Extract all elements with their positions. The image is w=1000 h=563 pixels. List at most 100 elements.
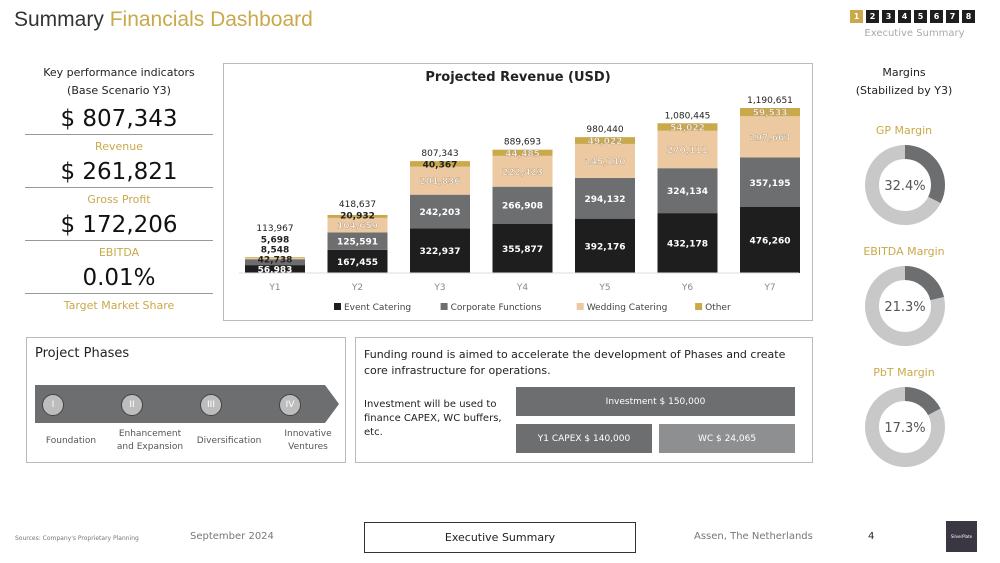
footer-location: Assen, The Netherlands [694,531,813,542]
margin-donut: 32.4% [865,145,945,225]
logo-text: SilverPlate [950,534,973,539]
bar-value-label: 245,110 [585,157,626,167]
margin-value: 21.3% [884,300,925,315]
project-phases-panel: Project Phases I Foundation II Enhancement … [26,337,346,463]
bar-total-label: 1,080,445 [665,111,711,121]
bar-total-label: 807,343 [421,149,458,159]
bar-value-label: 355,877 [502,245,543,255]
bar-stack-Y3: 322,937 242,203 201,836 40,367 [410,160,470,273]
legend-label: Other [705,303,731,313]
title-part2: Financials Dashboard [109,8,313,31]
legend-item: Corporate Functions [440,303,542,313]
bar-value-label: 432,178 [667,240,708,250]
bar-value-label: 392,176 [585,242,626,252]
legend-item: Other [695,303,731,313]
margin-value: 32.4% [884,179,925,194]
kpi-value: $ 261,821 [25,159,213,188]
margin-donut-fill [865,266,945,346]
kpi-label: Revenue [95,140,143,153]
bar-total-label: 418,637 [339,200,376,210]
bar-value-label: 125,591 [337,238,378,248]
nav-page-1[interactable]: 1 [850,10,863,23]
x-tick-label: Y6 [681,283,693,293]
phase-label: Innovative Ventures [284,429,332,452]
bar-value-label: 242,203 [420,208,461,218]
investment-box: Investment $ 150,000 [516,387,795,416]
bar-value-label: 297,663 [750,133,791,143]
bar-value-label: 322,937 [420,247,461,257]
x-tick-label: Y2 [351,283,363,293]
bar-segment [740,157,800,208]
bar-segment [410,194,470,229]
page-number: 4 [868,531,875,542]
nav-page-4[interactable]: 4 [898,10,911,23]
bar-segment [492,223,553,273]
margin-value: 17.3% [884,421,925,436]
nav-page-5[interactable]: 5 [914,10,927,23]
bar-value-label: 49,022 [588,137,623,147]
bar-value-label: 44,485 [505,149,540,159]
bar-segment [245,257,305,260]
bar-segment [575,177,635,219]
chart-title: Projected Revenue (USD) [425,70,611,85]
bar-value-label: 357,195 [750,179,791,189]
capex-box: Y1 CAPEX $ 140,000 [516,424,652,453]
bar-value-label: 20,932 [340,212,375,222]
bar-stack-Y5: 392,176 294,132 245,110 49,022 [575,137,635,273]
bar-value-label: 476,260 [750,237,791,247]
legend-label: Event Catering [344,303,411,313]
bar-value-label: 266,908 [502,202,543,212]
margins-panel: Margins (Stabilized by Y3) [840,64,968,100]
nav-page-6[interactable]: 6 [930,10,943,23]
bar-value-label: 222,423 [502,168,543,178]
margin-label: EBITDA Margin [863,245,945,258]
phase-marker: I [42,394,64,416]
nav-page-7[interactable]: 7 [946,10,959,23]
bar-value-label: 294,132 [585,195,626,205]
bar-value-label: 59,533 [753,109,788,119]
bar-segment [410,228,470,273]
nav-page-2[interactable]: 2 [866,10,879,23]
legend-item: Event Catering [334,303,411,313]
kpi-value: 0.01% [25,265,213,294]
funding-text: Funding round is aimed to accelerate the… [364,348,786,377]
kpi-label: EBITDA [98,246,140,259]
footer-section-button[interactable]: Executive Summary [364,522,636,553]
bar-segment [575,143,635,178]
bar-segment [492,149,553,156]
x-tick-label: Y4 [516,283,528,293]
legend-item: Wedding Catering [576,303,667,313]
bar-segment [575,218,635,273]
bar-value-label: 54,022 [670,124,705,134]
bar-segment [575,137,635,144]
revenue-chart: Projected Revenue (USD) 56,983 42,738 8,54… [223,63,813,321]
kpi-heading: Key performance indicators [43,66,195,79]
bar-segment [492,155,553,187]
bar-segment [740,108,800,117]
bar-value-label: 56,983 [258,266,293,276]
bar-value-label: 42,738 [258,256,293,266]
sources-note: Sources: Company's Proprietary Planning [15,535,139,542]
bar-total-label: 1,190,651 [747,96,793,106]
nav-page-8[interactable]: 8 [962,10,975,23]
bar-segment [327,249,388,273]
phase-marker: IV [279,394,301,416]
kpi-panel: Key performance indicators (Base Scenari… [25,64,213,312]
footer-date: September 2024 [190,531,274,542]
bar-total-label: 889,693 [504,138,541,148]
phases-title: Project Phases [35,346,130,361]
bar-segment [327,214,388,218]
x-tick-label: Y1 [268,283,280,293]
bar-stack-Y7: 476,260 357,195 297,663 59,533 [740,108,800,273]
bar-stack-Y4: 355,877 266,908 222,423 44,485 [492,149,553,273]
phase-label: Enhancement and Expansion [116,429,184,452]
bar-value-label: 324,134 [667,187,708,197]
bar-segment [657,123,718,131]
kpi-label: Gross Profit [87,193,151,206]
bar-segment [657,130,718,169]
margin-label: PbT Margin [873,366,935,379]
nav-page-3[interactable]: 3 [882,10,895,23]
